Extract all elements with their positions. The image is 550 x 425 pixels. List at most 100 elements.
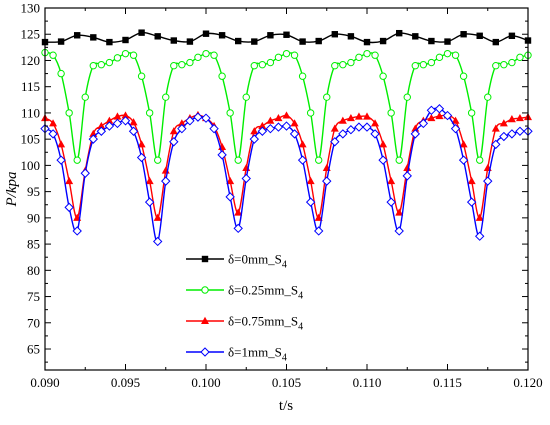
- data-point-1-34: [315, 156, 323, 164]
- data-point-1-46: [411, 62, 419, 70]
- data-point-2-14: [153, 213, 162, 221]
- data-point-2-10: [121, 111, 130, 119]
- data-point-2-13: [145, 176, 154, 185]
- data-point-1-10: [121, 49, 130, 58]
- data-point-1-35: [323, 93, 331, 101]
- x-tick-label: 0.110: [353, 375, 382, 390]
- data-point-3-2: [56, 155, 66, 165]
- data-point-3-43: [386, 197, 396, 207]
- data-point-3-12: [136, 152, 147, 163]
- data-point-2-42: [379, 140, 388, 148]
- data-point-3-11: [128, 126, 139, 136]
- legend-item-1: δ=0.25mm_S4: [186, 283, 303, 302]
- data-point-2-41: [371, 119, 380, 127]
- data-point-1-54: [476, 156, 484, 164]
- x-tick-label: 0.120: [513, 375, 542, 390]
- data-point-2-59: [515, 113, 524, 122]
- data-point-0-12: [235, 37, 242, 45]
- series-3: [40, 104, 533, 247]
- data-point-0-24: [428, 37, 435, 45]
- data-point-2-52: [459, 140, 468, 148]
- y-tick-label: 85: [27, 237, 40, 252]
- y-tick-label: 80: [27, 263, 40, 278]
- data-point-2-27: [258, 121, 267, 130]
- data-point-0-13: [251, 38, 258, 45]
- y-tick-label: 105: [21, 132, 41, 147]
- data-point-3-32: [297, 155, 308, 165]
- legend-swatch-marker: [201, 316, 209, 324]
- series-1: [41, 48, 532, 164]
- data-point-1-42: [379, 72, 387, 80]
- data-point-1-50: [443, 49, 452, 58]
- data-point-1-37: [339, 60, 347, 69]
- data-point-1-48: [427, 58, 436, 67]
- data-point-3-18: [185, 116, 195, 126]
- y-tick-label: 75: [27, 289, 40, 304]
- data-point-2-34: [314, 213, 323, 221]
- data-point-0-23: [412, 33, 419, 40]
- data-point-0-28: [492, 38, 499, 46]
- data-point-1-19: [194, 53, 202, 62]
- data-point-2-8: [105, 116, 114, 124]
- data-point-1-53: [467, 109, 476, 117]
- data-point-1-3: [65, 109, 73, 117]
- x-tick-label: 0.105: [272, 375, 301, 390]
- data-point-1-4: [73, 156, 81, 164]
- data-point-3-36: [330, 137, 340, 147]
- data-point-1-52: [459, 72, 468, 80]
- data-point-0-22: [396, 29, 403, 37]
- data-point-2-23: [226, 176, 235, 185]
- data-point-3-38: [346, 125, 356, 135]
- data-point-3-5: [80, 168, 90, 178]
- data-point-3-54: [474, 231, 485, 241]
- data-point-1-59: [516, 53, 524, 62]
- data-point-1-8: [105, 58, 114, 67]
- data-point-1-12: [137, 72, 146, 80]
- data-point-3-25: [241, 173, 251, 184]
- data-point-0-26: [460, 31, 467, 38]
- data-point-3-23: [225, 192, 235, 202]
- x-tick-label: 0.095: [111, 375, 140, 390]
- data-point-3-40: [362, 122, 372, 132]
- data-point-1-55: [484, 93, 492, 101]
- data-point-1-1: [49, 51, 57, 59]
- data-point-1-32: [298, 72, 307, 80]
- data-point-2-37: [338, 116, 347, 124]
- data-point-0-1: [57, 38, 65, 45]
- data-point-3-10: [120, 116, 131, 126]
- data-point-3-19: [193, 112, 203, 122]
- data-point-1-15: [162, 93, 170, 101]
- data-point-3-7: [96, 126, 107, 136]
- data-point-2-16: [169, 127, 178, 135]
- legend: δ=0mm_S4 δ=0.25mm_S4 δ=0.75mm_S4 δ=1mm_S4: [186, 252, 303, 364]
- data-point-1-51: [451, 51, 460, 59]
- data-point-3-34: [313, 226, 324, 236]
- data-point-1-25: [242, 93, 250, 101]
- data-point-2-12: [137, 140, 146, 148]
- data-point-3-37: [338, 129, 348, 139]
- data-point-3-24: [233, 223, 243, 234]
- data-point-1-40: [363, 49, 371, 58]
- data-point-3-28: [265, 123, 276, 134]
- legend-label: δ=0.75mm_S4: [228, 314, 303, 333]
- data-point-0-8: [170, 37, 177, 44]
- data-point-1-31: [290, 51, 299, 59]
- data-point-1-7: [97, 60, 106, 69]
- data-point-1-41: [371, 51, 379, 59]
- data-point-3-42: [378, 155, 388, 165]
- data-point-0-27: [476, 32, 483, 40]
- data-point-2-54: [475, 213, 484, 221]
- data-point-3-8: [104, 121, 115, 131]
- data-point-0-3: [90, 34, 97, 41]
- data-point-0-4: [106, 38, 113, 46]
- data-point-2-58: [507, 115, 516, 123]
- data-point-2-43: [387, 176, 396, 185]
- data-point-3-30: [281, 121, 292, 131]
- data-point-1-21: [210, 51, 218, 59]
- data-point-2-7: [97, 121, 106, 130]
- data-point-0-17: [315, 37, 322, 45]
- data-point-0-15: [283, 31, 290, 38]
- data-point-1-26: [250, 62, 259, 70]
- legend-label: δ=0mm_S4: [228, 252, 287, 271]
- data-point-1-39: [355, 53, 363, 62]
